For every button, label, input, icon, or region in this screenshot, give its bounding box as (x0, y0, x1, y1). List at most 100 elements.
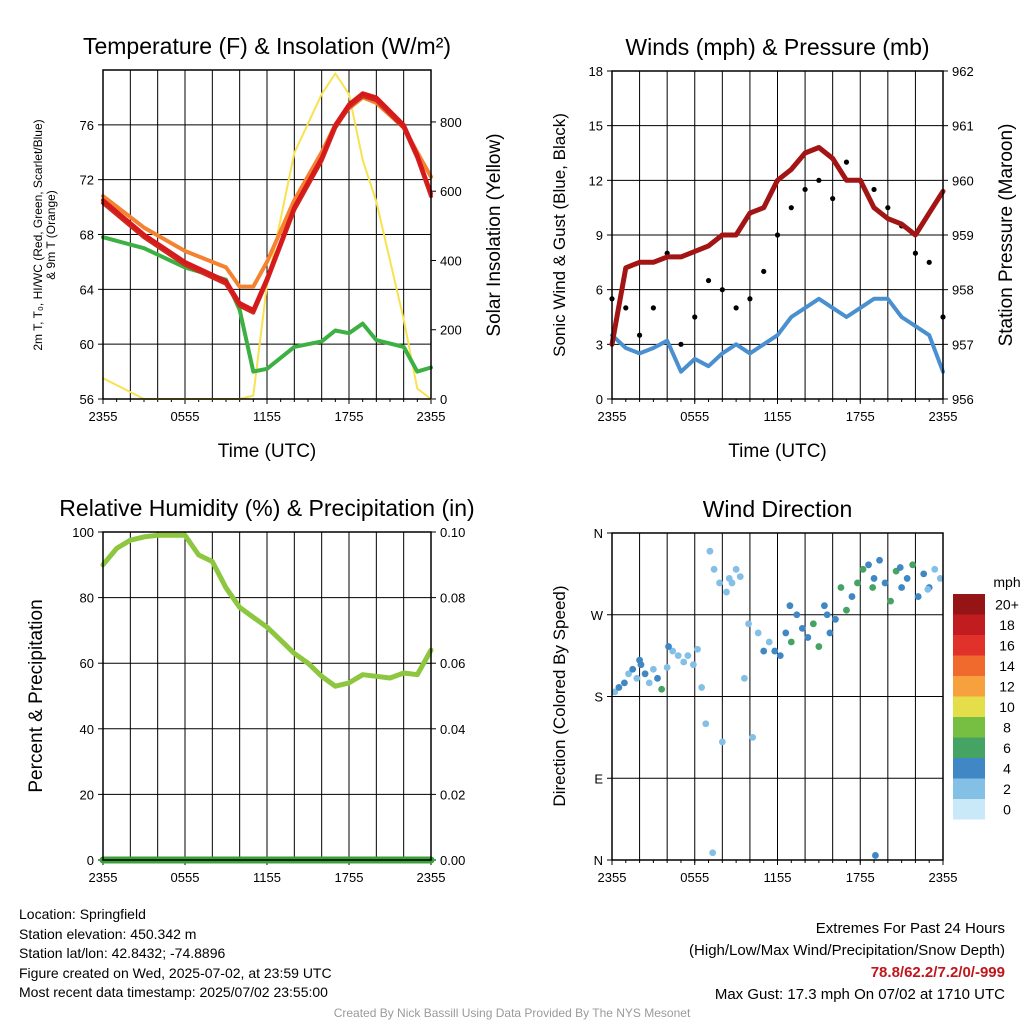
extremes-info: Extremes For Past 24 Hours (High/Low/Max… (689, 918, 1005, 1006)
direction-point (787, 638, 795, 646)
x-tick-label: 1755 (335, 870, 364, 885)
y-axis-label-left: Percent & Precipitation (26, 599, 47, 792)
colorbar-swatch (953, 717, 985, 738)
y2-tick-label: 0.00 (440, 853, 465, 868)
y2-tick-label: 600 (440, 184, 462, 199)
colorbar-label: 20+ (995, 596, 1019, 612)
colorbar-swatch (953, 614, 985, 635)
direction-point (924, 585, 932, 593)
plot-border (611, 70, 944, 400)
direction-point (669, 647, 677, 655)
series-wind (610, 296, 945, 374)
colorbar-swatch (953, 676, 985, 697)
y2-tick-label: 0 (440, 392, 447, 407)
speed-colorbar: mph 20+ 18 16 14 12 10 8 6 4 2 0 (953, 574, 1021, 820)
winds-pressure-panel: 2355 0555 1155 1755 2355 0 3 6 9 12 15 18 956 957 958 9… (550, 34, 1017, 462)
x-tick-label: 2355 (417, 409, 446, 424)
gust-point (761, 268, 767, 275)
colorbar-label: 18 (999, 617, 1015, 633)
temperature-insolation-panel: 2355 0555 1155 1755 2355 56 60 64 68 72 76 0 200 400 6… (31, 33, 505, 462)
station-info: Location: Springfield Station elevation:… (19, 905, 332, 1003)
direction-point (898, 584, 906, 591)
gust-point (692, 314, 698, 320)
gust-point (719, 287, 725, 293)
gust-point (650, 305, 656, 311)
panel-title: Winds (mph) & Pressure (mb) (625, 34, 929, 60)
gust-point (926, 259, 932, 265)
x-tick-label: 2355 (598, 409, 627, 424)
y-tick-label: N (594, 853, 603, 868)
x-tick-label: 1755 (335, 409, 364, 424)
direction-point (636, 656, 643, 664)
y2-tick-label: 0.10 (440, 525, 465, 540)
direction-point (903, 575, 911, 582)
direction-point (887, 597, 894, 605)
y-tick-label: N (594, 526, 603, 541)
y-tick-label: 60 (80, 656, 94, 671)
direction-point (914, 593, 922, 600)
gust-point (802, 186, 808, 193)
direction-point (854, 579, 861, 587)
direction-point (760, 647, 768, 655)
direction-point (629, 665, 637, 673)
x-tick-label: 1155 (764, 409, 792, 424)
panel-title: Wind Direction (703, 496, 853, 522)
direction-point (723, 588, 730, 596)
direction-point (793, 611, 801, 619)
y2-tick-label: 958 (952, 283, 974, 298)
direction-point (765, 638, 773, 646)
y-axis-label-left: 2m T, T₀, HI/WC (Red, Green, Scarlet/Blu… (31, 119, 45, 350)
colorbar-swatch (953, 778, 985, 799)
x-tick-label: 1155 (253, 870, 281, 885)
y2-tick-label: 800 (440, 115, 462, 130)
direction-point (843, 606, 850, 614)
y-tick-label: 20 (80, 787, 94, 802)
direction-point (732, 565, 740, 573)
direction-point (725, 575, 733, 582)
x-axis-label: Time (UTC) (218, 441, 317, 462)
direction-point (663, 664, 671, 671)
colorbar-label: 8 (1003, 719, 1011, 735)
y2-tick-label: 959 (952, 228, 974, 243)
direction-point (865, 561, 872, 569)
direction-point (823, 611, 831, 619)
colorbar-label: 4 (1003, 760, 1011, 776)
y-tick-label: 100 (72, 525, 94, 540)
gust-point (912, 250, 919, 256)
y-axis-label-left: Direction (Colored By Speed) (550, 585, 569, 806)
direction-point (815, 643, 823, 650)
y-tick-label: 0 (87, 853, 94, 868)
direction-point (754, 629, 762, 637)
direction-point (782, 629, 790, 637)
direction-point (876, 556, 883, 564)
direction-point (909, 561, 917, 569)
direction-point (804, 634, 812, 641)
direction-point (718, 738, 726, 746)
y2-tick-label: 0.02 (440, 787, 465, 802)
x-tick-label: 2355 (89, 870, 118, 885)
plot-border (102, 531, 432, 861)
y-tick-label: 0 (596, 392, 603, 407)
extremes-subtitle: (High/Low/Max Wind/Precipitation/Snow De… (689, 942, 1005, 959)
colorbar-label: 0 (1003, 801, 1011, 817)
direction-point (820, 602, 828, 610)
direction-point (658, 685, 666, 693)
direction-point (881, 579, 889, 587)
direction-point (680, 658, 688, 666)
y-tick-label: 40 (80, 722, 94, 737)
colorbar-label: 12 (999, 678, 1015, 694)
direction-point (706, 547, 714, 555)
colorbar-swatch (953, 635, 985, 656)
panel-title: Relative Humidity (%) & Precipitation (i… (59, 495, 474, 521)
direction-point (611, 688, 619, 696)
gust-point (747, 296, 753, 302)
colorbar-swatch (953, 594, 985, 615)
direction-point (826, 629, 834, 637)
direction-point (702, 720, 710, 728)
y2-tick-label: 400 (440, 253, 462, 268)
extremes-title: Extremes For Past 24 Hours (815, 920, 1005, 937)
y2-tick-label: 956 (952, 392, 974, 407)
gust-point (774, 232, 781, 238)
x-tick-label: 2355 (89, 409, 118, 424)
